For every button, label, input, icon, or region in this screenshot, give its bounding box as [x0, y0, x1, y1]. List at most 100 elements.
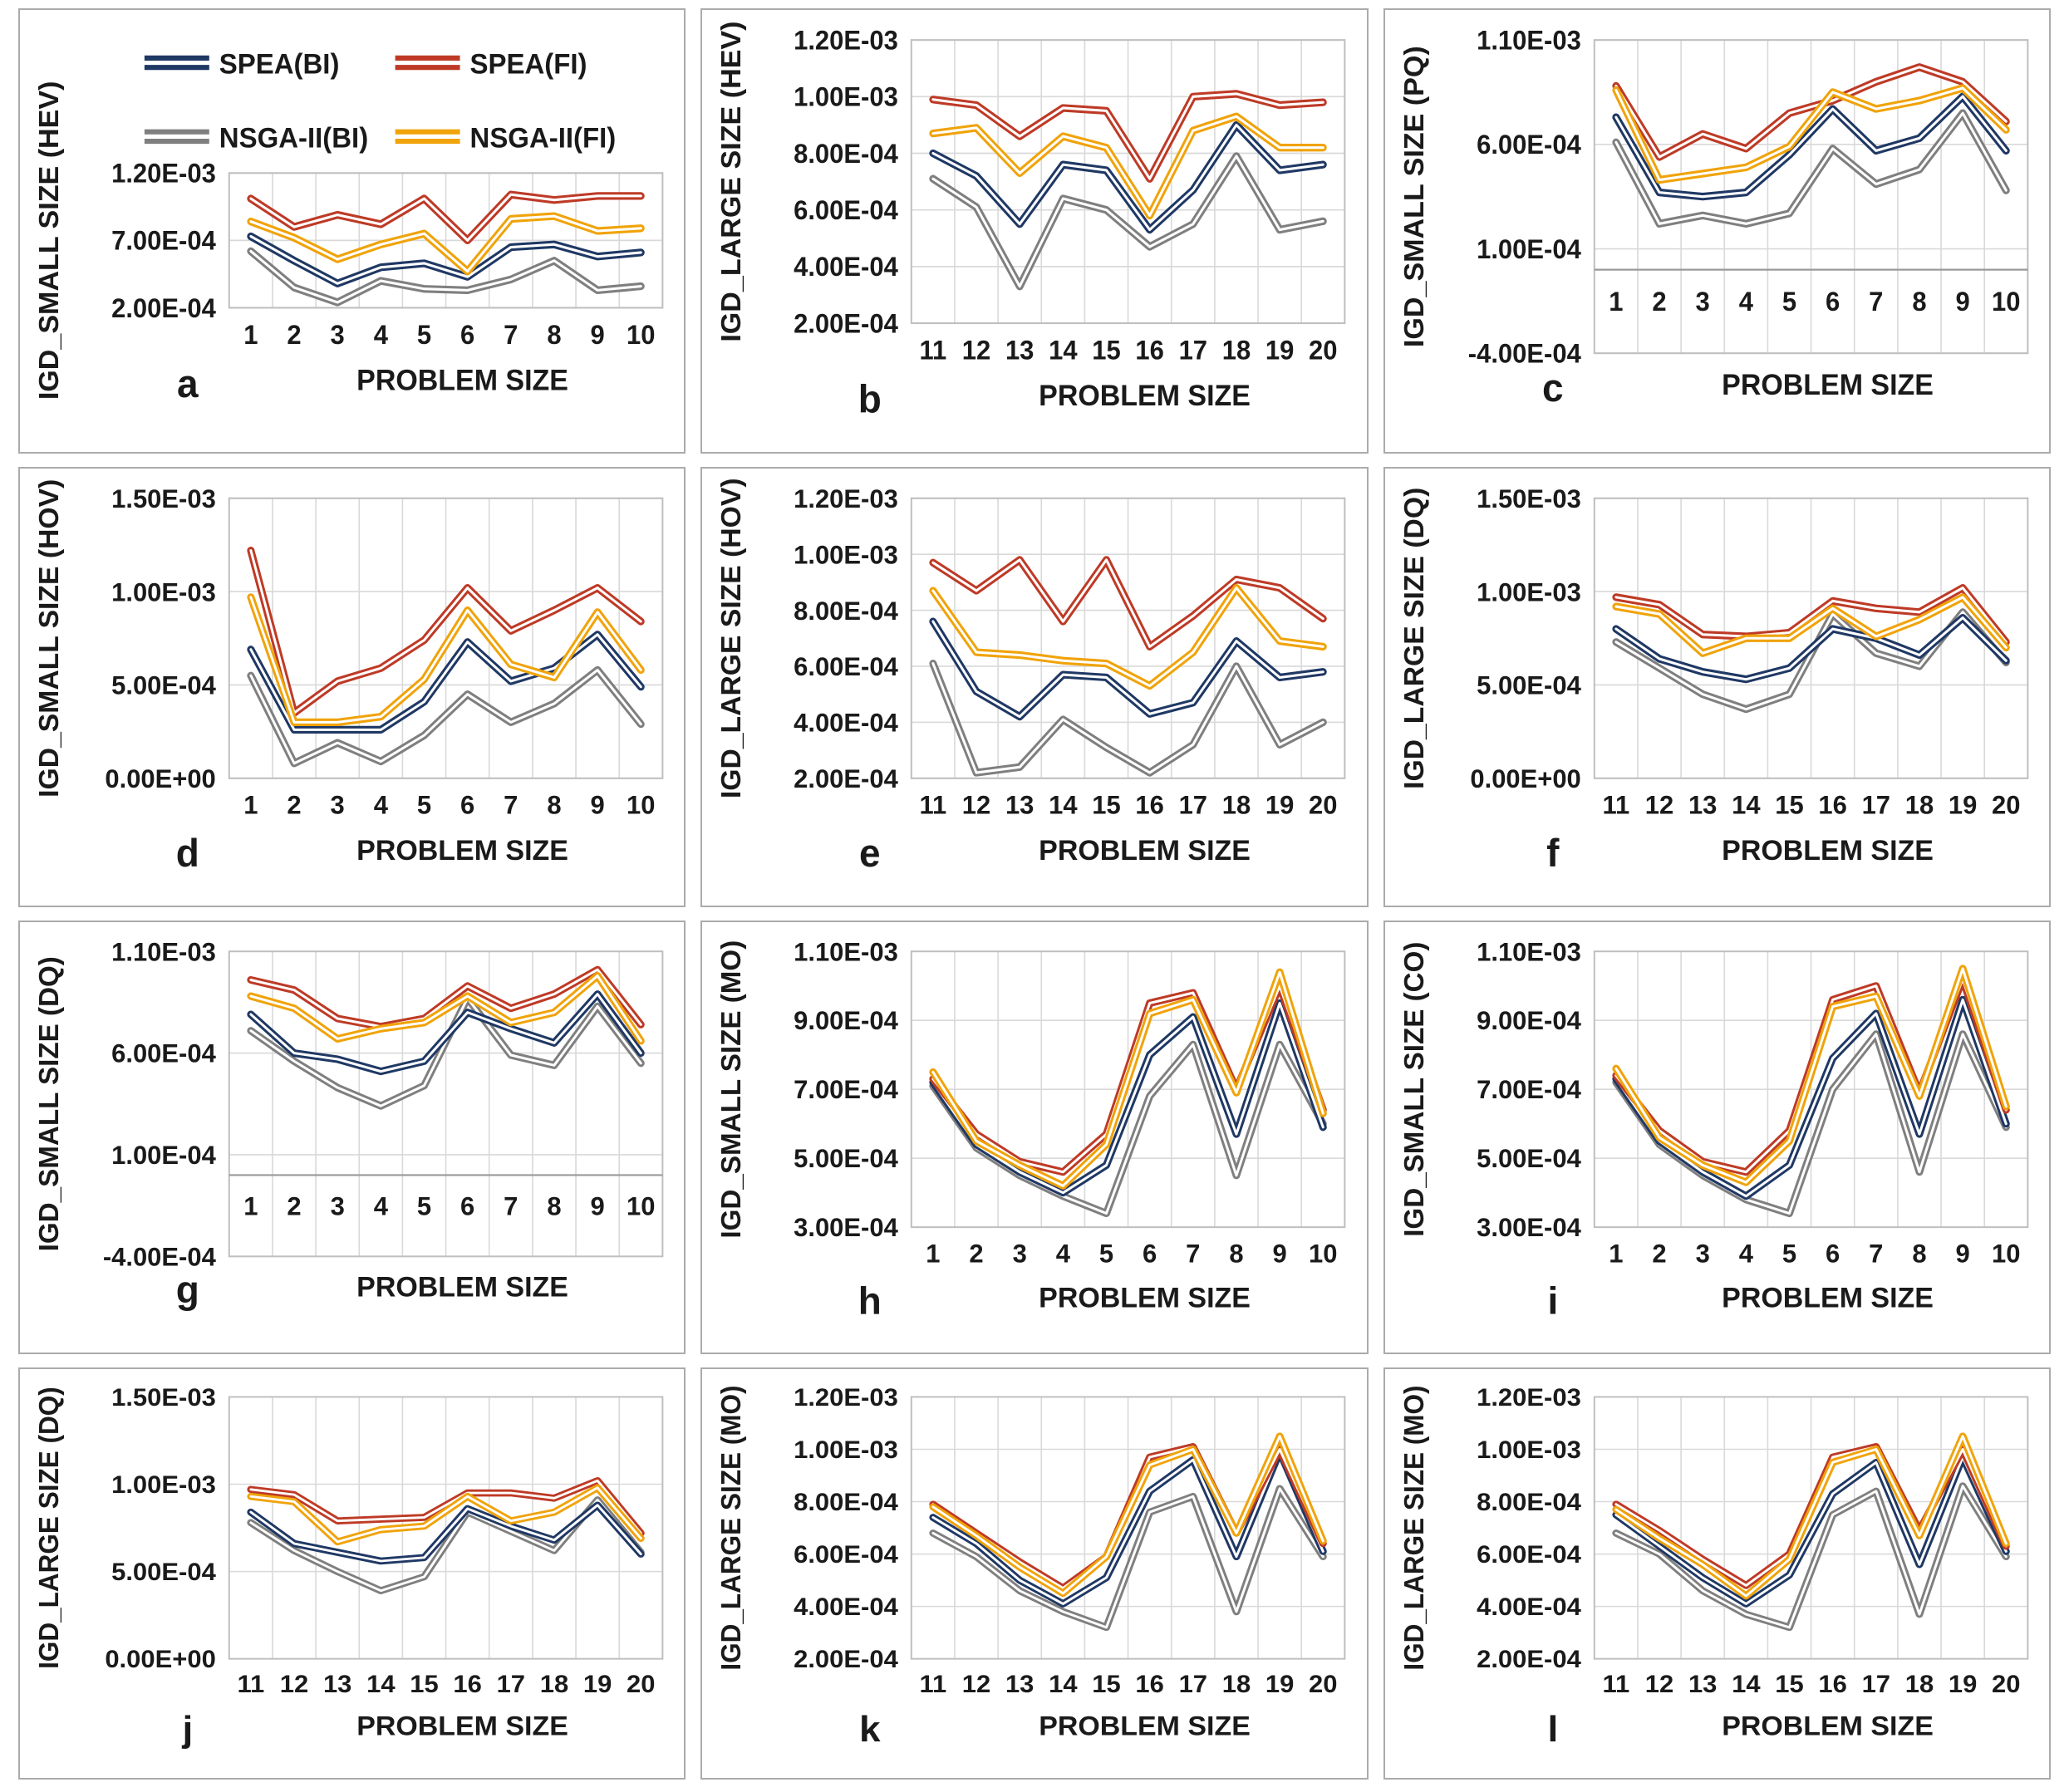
x-tick-label: 8: [1230, 1239, 1244, 1268]
x-tick-label: 20: [1992, 790, 2020, 819]
x-tick-label: 12: [280, 1671, 308, 1697]
x-tick-label: 17: [1861, 1671, 1890, 1697]
y-axis-title: IGD_LARGE SIZE (HEV): [717, 22, 747, 342]
y-tick-label: 6.00E-04: [794, 1542, 898, 1569]
series-spea_bi-line-core: [931, 1001, 1325, 1195]
legend-item-nsga_fi: NSGA-II(FI): [395, 123, 617, 155]
x-tick-label: 4: [1738, 1239, 1753, 1268]
y-tick-label: 2.00E-04: [794, 764, 899, 793]
x-tick-label: 15: [1093, 1671, 1121, 1697]
y-tick-label: 7.00E-04: [1477, 1075, 1581, 1104]
series-spea_bi-line-core: [249, 993, 642, 1073]
y-tick-label: 1.10E-03: [111, 937, 216, 966]
series-spea_bi-line-core: [931, 1451, 1325, 1605]
y-tick-label: 1.50E-03: [1477, 484, 1581, 513]
plot-border: [228, 1396, 664, 1660]
x-tick-label: 1: [243, 1192, 258, 1221]
series-spea_bi-line-core: [931, 620, 1325, 719]
plot-border: [1593, 1396, 2029, 1660]
x-tick-label: 9: [591, 790, 605, 819]
panel-letter: d: [176, 832, 199, 876]
y-tick-label: 5.00E-04: [111, 1559, 216, 1586]
x-tick-label: 11: [1602, 1671, 1629, 1697]
x-tick-label: 16: [1818, 1671, 1846, 1697]
series-spea_bi-line-core: [249, 1504, 642, 1563]
x-tick-label: 19: [583, 1671, 612, 1697]
x-axis-title: PROBLEM SIZE: [356, 1272, 568, 1303]
series-nsga_fi-line-core: [1614, 86, 2008, 182]
chart-a-canvas: 2.00E-04 7.00E-04 1.20E-03 IGD_SMALL SIZE (…: [34, 49, 664, 405]
series-nsga_fi-line-core: [1614, 1435, 2008, 1598]
x-tick-label: 17: [497, 1671, 525, 1697]
x-tick-label: 18: [1904, 1671, 1933, 1697]
y-tick-label: 8.00E-04: [1477, 1490, 1581, 1516]
x-tick-label: 8: [1912, 287, 1926, 317]
legend-label: NSGA-II(FI): [470, 123, 617, 155]
x-tick-label: 20: [627, 1671, 655, 1697]
series-spea_fi-line-core: [249, 193, 642, 242]
x-tick-label: 12: [962, 1671, 990, 1697]
x-tick-label: 5: [417, 1192, 431, 1221]
x-tick-label: 7: [1187, 1239, 1201, 1268]
x-tick-label: 19: [1265, 335, 1294, 366]
series-nsga_bi-line-core: [931, 662, 1325, 774]
chart-panel-f: 0.00E+00 5.00E-04 1.00E-03 1.50E-03 IGD_LARG…: [1383, 467, 2051, 907]
x-tick-label: 14: [1049, 335, 1078, 366]
x-tick-label: 14: [1732, 1671, 1761, 1697]
x-tick-label: 14: [1049, 1671, 1078, 1697]
panel-letter: b: [858, 377, 882, 421]
chart-panel-k: 2.00E-04 4.00E-04 6.00E-04 8.00E-04 1.00E-03…: [700, 1367, 1369, 1780]
x-tick-label: 2: [287, 319, 301, 350]
series-spea_fi-line-core: [931, 558, 1325, 648]
x-axis-title: PROBLEM SIZE: [1722, 1283, 1934, 1314]
x-tick-label: 13: [1005, 790, 1034, 819]
x-tick-label: 10: [1309, 1239, 1337, 1268]
x-tick-label: 4: [1738, 287, 1753, 317]
x-axis-title: PROBLEM SIZE: [356, 365, 568, 397]
x-tick-label: 5: [417, 319, 431, 350]
x-axis-title: PROBLEM SIZE: [1039, 835, 1251, 867]
x-tick-label: 12: [1644, 790, 1673, 819]
x-tick-label: 5: [417, 790, 431, 819]
y-axis-title: IGD_SMALL SIZE (HOV): [34, 479, 65, 798]
x-tick-label: 19: [1265, 790, 1294, 819]
series-nsga_bi-line-core: [249, 668, 642, 765]
x-tick-label: 7: [504, 1192, 518, 1221]
plot-border: [1593, 950, 2029, 1229]
x-axis-title: PROBLEM SIZE: [356, 1711, 568, 1741]
x-tick-label: 15: [410, 1671, 438, 1697]
chart-k-canvas: 2.00E-04 4.00E-04 6.00E-04 8.00E-04 1.00E-03…: [716, 1385, 1346, 1750]
plot-border: [911, 950, 1346, 1229]
x-tick-label: 10: [627, 1192, 655, 1221]
y-tick-label: 1.10E-03: [1477, 25, 1581, 56]
chart-panel-j: 0.00E+00 5.00E-04 1.00E-03 1.50E-03 IGD_LARG…: [18, 1367, 686, 1780]
panel-letter: h: [858, 1279, 882, 1323]
y-tick-label: 0.00E+00: [1470, 764, 1580, 793]
x-tick-label: 6: [1143, 1239, 1157, 1268]
x-tick-label: 11: [920, 1671, 947, 1697]
series-spea_bi-line-core: [1614, 616, 2008, 681]
x-tick-label: 1: [243, 790, 258, 819]
y-axis-title: IGD_SMALL SIZE (PQ): [1399, 46, 1429, 347]
chart-c-canvas: -4.00E-04 1.00E-04 6.00E-04 1.10E-03 IGD_SMA…: [1399, 25, 2029, 410]
series-spea_fi-line-core: [249, 968, 642, 1029]
chart-e-canvas: 2.00E-04 4.00E-04 6.00E-04 8.00E-04 1.00E-03…: [717, 478, 1346, 875]
y-axis-title: IGD_LARGE SIZE (HOV): [717, 478, 748, 798]
y-axis-title: IGD_SMALL SIZE (CO): [1399, 942, 1430, 1237]
plot-border: [911, 39, 1346, 325]
x-tick-label: 16: [1136, 790, 1164, 819]
x-tick-label: 17: [1179, 790, 1207, 819]
x-tick-label: 12: [962, 790, 990, 819]
y-tick-label: 1.20E-03: [1477, 1385, 1581, 1412]
x-tick-label: 17: [1861, 790, 1890, 819]
series-nsga_fi-line-core: [249, 1486, 642, 1544]
y-tick-label: 1.00E-03: [794, 540, 899, 569]
x-tick-label: 9: [1955, 287, 1969, 317]
series-nsga_bi-line-core: [931, 1487, 1325, 1629]
x-tick-label: 20: [1309, 790, 1337, 819]
x-tick-label: 7: [1869, 1239, 1883, 1268]
chart-h-canvas: 3.00E-04 5.00E-04 7.00E-04 9.00E-04 1.10E-03…: [716, 937, 1346, 1323]
x-tick-label: 3: [331, 1192, 345, 1221]
y-tick-label: 9.00E-04: [794, 1006, 898, 1035]
chart-panel-b: 2.00E-04 4.00E-04 6.00E-04 8.00E-04 1.00E-03…: [700, 8, 1369, 454]
